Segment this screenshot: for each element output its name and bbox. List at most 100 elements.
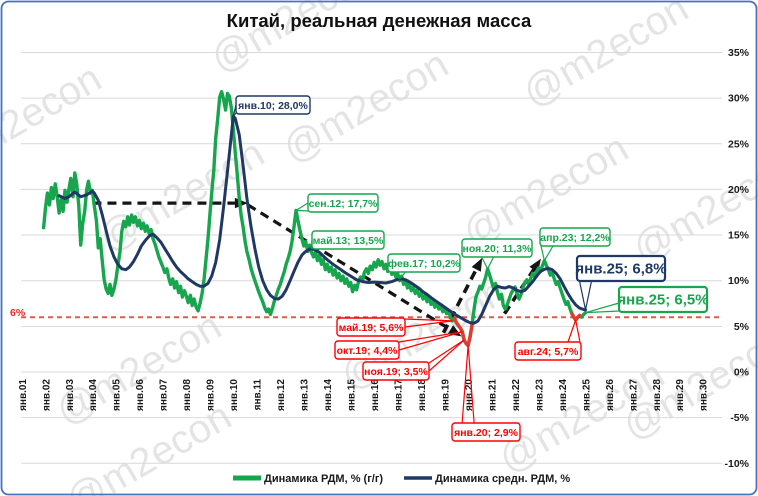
callout-leader-line xyxy=(584,280,593,311)
callout-leader-line xyxy=(461,345,469,424)
callout: ноя.20; 11,3% xyxy=(461,238,533,270)
callout-leader-line xyxy=(428,339,465,364)
x-tick-label: янв.12 xyxy=(276,379,287,411)
x-tick-label: янв.22 xyxy=(511,379,522,411)
callout-leader-line xyxy=(404,320,453,328)
callout-box xyxy=(362,361,430,381)
x-tick-label: янв.14 xyxy=(323,379,334,411)
x-tick-label: янв.13 xyxy=(300,379,311,411)
series-rdm-line xyxy=(41,89,588,348)
x-tick-label: янв.21 xyxy=(487,379,498,411)
y-tick-label: -10% xyxy=(724,458,749,470)
callout-box xyxy=(311,230,385,250)
trend-dashed-line xyxy=(503,266,537,315)
callout-leader-line xyxy=(398,331,463,343)
callout-label: фев.17; 10,2% xyxy=(388,258,461,270)
axis-labels: 35% 30% 25% 20% 15% 10% 5% 0% -5% -10% янв.01 янв.0… xyxy=(18,47,750,470)
callout-leader-line xyxy=(578,280,587,311)
callout-box xyxy=(575,254,667,283)
x-tick-label: янв.27 xyxy=(628,379,639,411)
callout: май.13; 13,5% xyxy=(310,230,385,250)
legend-label-avg-rdm: Динамика средн. РДМ, % xyxy=(435,473,570,485)
trend-dashed-line xyxy=(441,265,480,334)
callout-leader-line xyxy=(404,318,453,322)
callout-box xyxy=(617,285,709,314)
callout-leader-line xyxy=(399,271,407,280)
x-tick-label: янв.19 xyxy=(440,379,451,411)
callout-box xyxy=(336,317,406,337)
y-tick-label: 5% xyxy=(734,321,750,333)
callout-label: янв.20; 2,9% xyxy=(454,427,519,439)
arrowhead xyxy=(471,257,483,272)
x-tick-label: янв.18 xyxy=(417,379,428,411)
y-tick-label: 0% xyxy=(734,367,750,379)
x-tick-label: янв.25 xyxy=(581,379,592,411)
callout-box xyxy=(334,340,400,360)
x-tick-label: янв.04 xyxy=(88,379,99,411)
x-tick-label: янв.02 xyxy=(41,379,52,411)
callout-box xyxy=(461,238,533,258)
x-tick-label: янв.06 xyxy=(135,379,146,411)
callout-label: авг.24; 5,7% xyxy=(518,346,579,358)
callout-box xyxy=(539,227,611,247)
callout-leader-line xyxy=(567,319,577,343)
x-tick-label: янв.08 xyxy=(182,379,193,411)
x-tick-label: янв.23 xyxy=(534,379,545,411)
callout-leader-line xyxy=(428,339,465,372)
x-tick-label: янв.15 xyxy=(347,379,358,411)
callout: апр.23; 12,2% xyxy=(539,227,611,261)
callout-leader-line xyxy=(585,310,620,314)
x-tick-label: янв.03 xyxy=(65,379,76,411)
trend-dashed-line xyxy=(247,203,454,333)
callout-leader-line xyxy=(295,202,309,211)
callout-label: янв.10; 28,0% xyxy=(238,100,308,112)
legend: Динамика РДМ, % (г/г) Динамика средн. РД… xyxy=(233,473,570,485)
y-tick-label: 15% xyxy=(728,230,750,242)
callout-leader-line xyxy=(393,271,401,280)
callout: фев.17; 10,2% xyxy=(387,253,461,280)
callout: май.19; 5,6% xyxy=(336,317,453,337)
y-tick-label: 25% xyxy=(728,138,750,150)
callout: окт.19; 4,4% xyxy=(334,331,463,360)
callout-box xyxy=(235,95,311,115)
x-tick-label: янв.11 xyxy=(253,379,264,411)
callout-leader-line xyxy=(232,112,237,117)
x-tick-label: янв.09 xyxy=(206,379,217,411)
x-tick-label: янв.30 xyxy=(699,379,710,411)
chart-title: Китай, реальная денежная масса xyxy=(227,10,532,31)
legend-label-rdm: Динамика РДМ, % (г/г) xyxy=(264,473,383,485)
callout: янв.25; 6,8% xyxy=(575,254,667,311)
callout-leader-line xyxy=(295,209,309,212)
callout-leader-line xyxy=(487,256,495,270)
callout-box xyxy=(307,193,379,213)
callout-label: ноя.20; 11,3% xyxy=(463,243,533,255)
callout-leader-line xyxy=(398,331,463,351)
x-tick-label: янв.10 xyxy=(229,379,240,411)
callout-leader-line xyxy=(467,345,475,424)
callout: ноя.19; 3,5% xyxy=(362,339,465,381)
y-tick-label: -5% xyxy=(730,412,749,424)
callout: янв.25; 6,5% xyxy=(585,285,709,314)
x-tick-label: янв.29 xyxy=(675,379,686,411)
callout-label: янв.25; 6,5% xyxy=(617,292,708,309)
callout-label: сен.12; 17,7% xyxy=(309,198,378,210)
x-tick-label: янв.01 xyxy=(18,379,29,411)
callout-label: янв.25; 6,8% xyxy=(575,261,666,278)
x-tick-label: янв.26 xyxy=(605,379,616,411)
x-tick-label: янв.07 xyxy=(159,379,170,411)
x-tick-label: янв.17 xyxy=(393,379,404,411)
x-tick-label: янв.20 xyxy=(464,379,475,411)
callout-leader-line xyxy=(481,256,489,270)
callout-box xyxy=(451,422,521,442)
callout-box xyxy=(387,253,461,273)
y-tick-label: 20% xyxy=(728,184,750,196)
callout-leader-line xyxy=(543,245,554,261)
callout-leader-line xyxy=(575,319,581,343)
callout: авг.24; 5,7% xyxy=(514,319,582,361)
callout-label: май.19; 5,6% xyxy=(339,322,405,334)
callout-leader-line xyxy=(585,302,620,314)
six-percent-label: 6% xyxy=(10,307,26,319)
